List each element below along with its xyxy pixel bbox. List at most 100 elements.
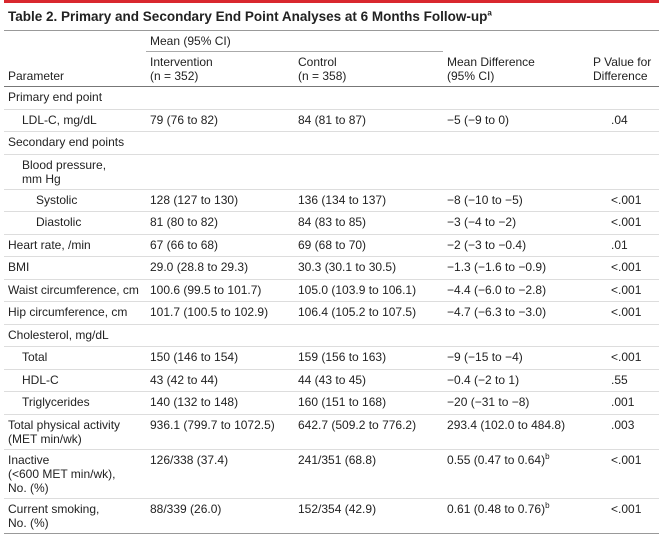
table-cell xyxy=(146,154,294,189)
table-cell: Hip circumference, cm xyxy=(8,305,128,319)
table-cell xyxy=(589,132,659,155)
table-cell: Total physical activity (MET min/wk) xyxy=(4,414,146,449)
text-line: Intervention xyxy=(150,55,213,69)
table-cell: .55 xyxy=(611,372,628,387)
table-cell: Systolic xyxy=(36,192,78,207)
table-cell xyxy=(589,87,659,110)
table-row: HDL-C 43 (42 to 44) 44 (43 to 45) −0.4 (−2 … xyxy=(4,369,660,392)
table-cell: 88/339 (26.0) xyxy=(150,501,222,516)
table-row: Blood pressure, mm Hg xyxy=(4,154,660,189)
table-cell xyxy=(146,132,294,155)
table-row: Hip circumference, cm 101.7 (100.5 to 102… xyxy=(4,302,660,324)
table-cell xyxy=(443,154,589,189)
table-cell: 79 (76 to 82) xyxy=(150,112,219,127)
table-row: LDL-C, mg/dL 79 (76 to 82) 84 (81 to 87) −5… xyxy=(4,109,660,132)
table-cell: 0.61 (0.48 to 0.76)b xyxy=(443,498,589,533)
header-blank xyxy=(4,31,146,52)
table-row: Primary end point xyxy=(4,87,660,110)
table-cell: HDL-C xyxy=(22,372,59,387)
table-cell: 105.0 (103.9 to 106.1) xyxy=(298,282,417,297)
table-row: Current smoking, No. (%) 88/339 (26.0) 152/… xyxy=(4,498,660,533)
table-cell: 100.6 (99.5 to 101.7) xyxy=(150,282,262,297)
table-cell: 126/338 (37.4) xyxy=(150,452,229,467)
table-cell: .04 xyxy=(611,112,628,127)
table-cell xyxy=(146,87,294,110)
table-cell: Inactive (<600 MET min/wk), No. (%) xyxy=(4,449,146,498)
text-line: Current smoking, xyxy=(8,501,100,516)
table-cell xyxy=(443,87,589,110)
table-cell: Waist circumference, cm xyxy=(8,282,139,297)
text-line: Total physical activity xyxy=(8,417,121,432)
table-cell: Cholesterol, mg/dL xyxy=(8,327,109,342)
table-body: Primary end point LDL-C, mg/dL 79 (76 to 8… xyxy=(4,87,660,533)
table-cell: <.001 xyxy=(611,452,642,467)
table-cell xyxy=(589,154,659,189)
table-cell: Triglycerides xyxy=(22,395,90,409)
header-blank xyxy=(443,31,589,52)
table-cell: −4.7 (−6.3 to −3.0) xyxy=(447,305,547,319)
table-cell: .003 xyxy=(611,417,635,432)
table-cell: 67 (66 to 68) xyxy=(150,237,219,252)
table-cell: −1.3 (−1.6 to −0.9) xyxy=(447,260,547,274)
table-row: Waist circumference, cm 100.6 (99.5 to 10… xyxy=(4,279,660,302)
table-cell: 84 (83 to 85) xyxy=(298,215,367,229)
table-cell: 81 (80 to 82) xyxy=(150,215,219,229)
table-title: Table 2. Primary and Secondary End Point… xyxy=(4,3,659,31)
header-blank xyxy=(589,31,659,52)
header-intervention: Intervention (n = 352) xyxy=(146,52,294,87)
text-line: Inactive xyxy=(8,452,50,467)
table-cell xyxy=(146,324,294,347)
table-row: Cholesterol, mg/dL xyxy=(4,324,660,347)
table-cell: 128 (127 to 130) xyxy=(150,192,239,207)
table-row: Total 150 (146 to 154) 159 (156 to 163) −9 … xyxy=(4,347,660,369)
table-cell: 159 (156 to 163) xyxy=(298,350,387,364)
table-cell: 84 (81 to 87) xyxy=(298,112,367,127)
header-control: Control (n = 358) xyxy=(294,52,443,87)
text-line: (<600 MET min/wk), xyxy=(8,466,116,481)
table-cell: 160 (151 to 168) xyxy=(298,395,387,409)
table-row: Systolic 128 (127 to 130) 136 (134 to 137)… xyxy=(4,189,660,212)
table-cell: 101.7 (100.5 to 102.9) xyxy=(150,305,269,319)
cell-text: 0.61 (0.48 to 0.76) xyxy=(447,501,546,516)
table-cell: −9 (−15 to −4) xyxy=(447,350,523,364)
table-cell xyxy=(294,324,443,347)
table-row: Triglycerides 140 (132 to 148) 160 (151 to… xyxy=(4,392,660,414)
text-line: P Value for xyxy=(593,55,652,69)
text-line: (MET min/wk) xyxy=(8,431,82,446)
title-text: Table 2. Primary and Secondary End Point… xyxy=(8,9,488,24)
table-cell: LDL-C, mg/dL xyxy=(22,112,97,127)
table-cell: Total xyxy=(22,350,48,364)
table-cell: −5 (−9 to 0) xyxy=(447,112,510,127)
table-cell: .01 xyxy=(611,237,628,252)
table-cell: 936.1 (799.7 to 1072.5) xyxy=(150,417,275,432)
title-note: a xyxy=(487,8,492,18)
text-line: (95% CI) xyxy=(447,69,495,83)
table-cell: 69 (68 to 70) xyxy=(298,237,367,252)
text-line: Blood pressure, xyxy=(22,157,107,172)
table-row: Total physical activity (MET min/wk) 936.1… xyxy=(4,414,660,449)
text-line: Mean Difference xyxy=(447,55,535,69)
table-cell: .001 xyxy=(611,395,635,409)
table-cell: 150 (146 to 154) xyxy=(150,350,239,364)
table-cell: 106.4 (105.2 to 107.5) xyxy=(298,305,417,319)
table-cell: <.001 xyxy=(611,282,642,297)
table-cell: 152/354 (42.9) xyxy=(298,501,377,516)
table-cell: <.001 xyxy=(611,350,642,364)
table-row: BMI 29.0 (28.8 to 29.3) 30.3 (30.1 to 30.5… xyxy=(4,257,660,279)
header-parameter: Parameter xyxy=(8,69,65,83)
table-cell: −2 (−3 to −0.4) xyxy=(447,237,527,252)
table-cell: <.001 xyxy=(611,215,642,229)
header-difference: Mean Difference (95% CI) xyxy=(443,52,589,87)
table-cell: 44 (43 to 45) xyxy=(298,372,367,387)
table-cell: Secondary end points xyxy=(8,135,125,149)
table: Mean (95% CI) Parameter Intervention (n =… xyxy=(4,31,660,534)
text-line: No. (%) xyxy=(8,480,49,495)
table-cell: <.001 xyxy=(611,305,642,319)
table-cell: 140 (132 to 148) xyxy=(150,395,239,409)
table-cell: <.001 xyxy=(611,192,642,207)
table-cell: <.001 xyxy=(611,260,642,274)
text-line: mm Hg xyxy=(22,171,61,186)
table-cell: −0.4 (−2 to 1) xyxy=(447,372,520,387)
table-cell: Primary end point xyxy=(8,90,103,104)
table-cell: −20 (−31 to −8) xyxy=(447,395,530,409)
